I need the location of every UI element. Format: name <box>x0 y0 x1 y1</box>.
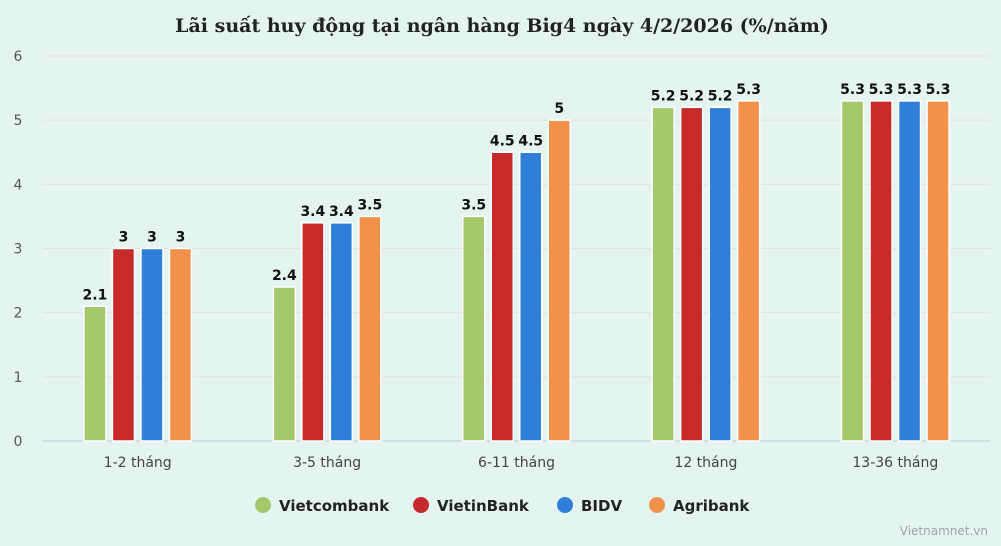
data-label: 5.3 <box>926 82 951 98</box>
bar <box>272 286 297 442</box>
y-tick-label: 1 <box>14 370 23 386</box>
data-label: 3.5 <box>357 197 382 213</box>
bar <box>840 100 865 442</box>
data-label: 5.2 <box>679 88 704 104</box>
data-labels: 2.13 3 32.43.4 3.4 3.5 3.54.5 4.555.2 5.2 5.2 5.3… <box>83 82 951 303</box>
gridlines <box>43 55 990 442</box>
legend-label: BIDV <box>581 497 622 515</box>
bar <box>329 222 354 442</box>
data-label: 3 <box>176 230 186 246</box>
bar <box>708 106 732 442</box>
data-label: 3.5 <box>461 197 486 213</box>
bar <box>168 247 193 442</box>
bar <box>140 247 164 442</box>
data-label: 3 <box>147 230 157 246</box>
x-axis: 1-2 tháng 3-5 tháng 6-11 tháng 12 tháng 13-3… <box>104 455 939 471</box>
y-tick-label: 2 <box>14 306 23 322</box>
legend-label: Agribank <box>673 497 750 515</box>
data-label: 3.4 <box>300 204 325 220</box>
x-tick-label: 6-11 tháng <box>478 455 555 471</box>
bar <box>519 151 543 442</box>
x-tick-label: 13-36 tháng <box>852 455 938 471</box>
legend-label: VietinBank <box>437 497 530 515</box>
bar <box>111 247 136 442</box>
y-tick-label: 3 <box>14 242 23 258</box>
bar <box>926 100 950 442</box>
legend-swatch <box>413 497 429 513</box>
data-label: 5.3 <box>897 82 922 98</box>
bar <box>462 215 486 442</box>
data-label: 3.4 <box>329 204 354 220</box>
bar <box>490 151 514 442</box>
data-label: 2.1 <box>83 287 108 303</box>
y-tick-label: 0 <box>14 434 23 450</box>
bar <box>83 305 107 442</box>
source-credit: Vietnamnet.vn <box>900 524 988 538</box>
data-label: 5 <box>554 101 564 117</box>
bar <box>547 119 571 442</box>
x-tick-label: 1-2 tháng <box>104 455 172 471</box>
legend-swatch <box>557 497 573 513</box>
data-label: 5.3 <box>736 82 761 98</box>
bars <box>83 100 950 442</box>
bar <box>869 100 893 442</box>
data-label: 5.2 <box>708 88 733 104</box>
y-tick-label: 5 <box>14 113 23 129</box>
bar <box>736 100 761 442</box>
x-tick-label: 3-5 tháng <box>293 455 361 471</box>
data-label: 2.4 <box>272 268 297 284</box>
data-label: 5.2 <box>651 88 676 104</box>
bar <box>651 106 675 442</box>
x-tick-label: 12 tháng <box>674 455 737 471</box>
data-label: 4.5 <box>518 133 543 149</box>
chart-title: Lãi suất huy động tại ngân hàng Big4 ngà… <box>175 15 829 37</box>
data-label: 4.5 <box>490 133 515 149</box>
bar <box>358 215 382 442</box>
bar <box>301 222 325 442</box>
y-axis: 0 1 2 3 4 5 6 <box>14 49 23 450</box>
data-label: 5.3 <box>869 82 894 98</box>
legend-label: Vietcombank <box>279 497 390 515</box>
bar <box>679 106 704 442</box>
bar <box>897 100 922 442</box>
data-label: 5.3 <box>840 82 865 98</box>
legend: Vietcombank VietinBank BIDV Agribank <box>255 497 750 515</box>
data-label: 3 <box>119 230 129 246</box>
legend-swatch <box>649 497 665 513</box>
legend-swatch <box>255 497 271 513</box>
y-tick-label: 6 <box>14 49 23 65</box>
y-tick-label: 4 <box>14 177 23 193</box>
